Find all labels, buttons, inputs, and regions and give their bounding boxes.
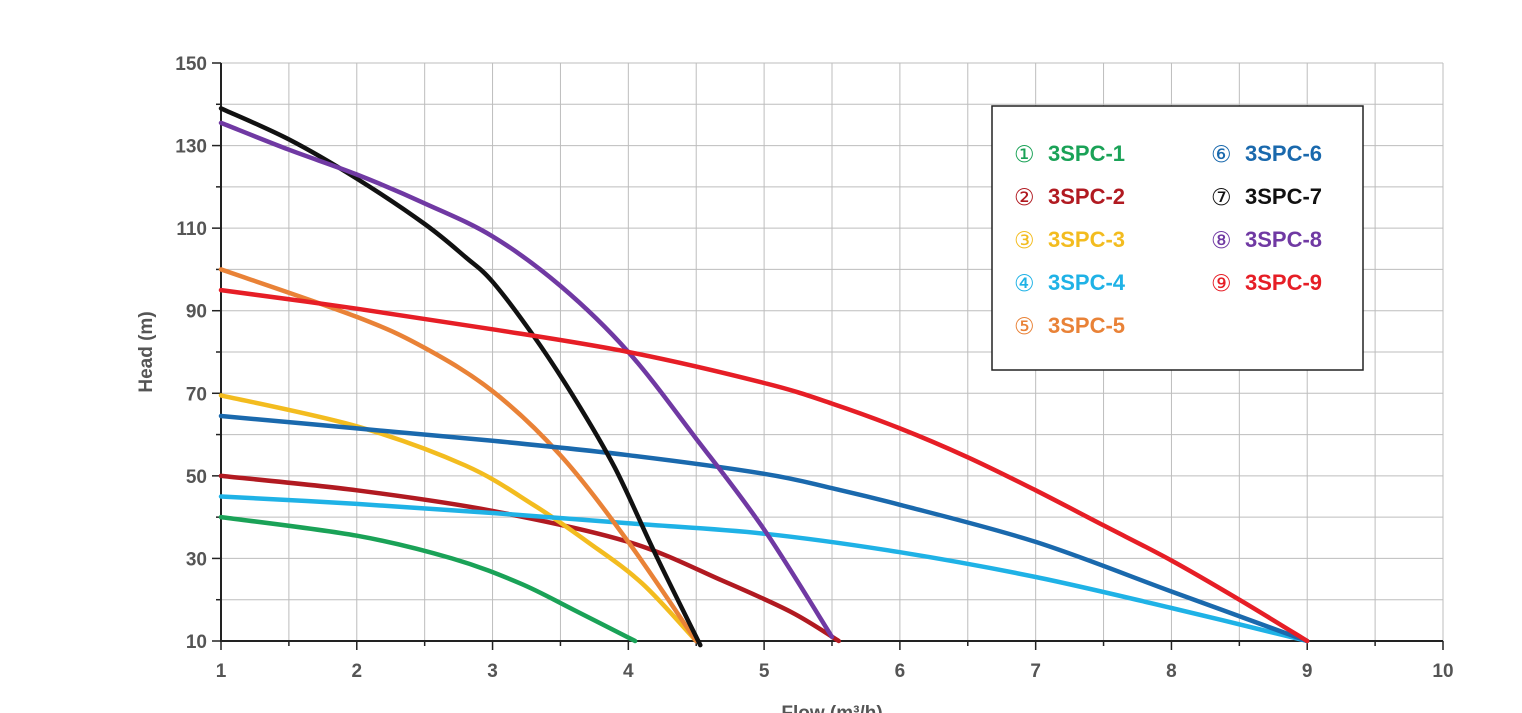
x-axis-title: Flow (m³/h) [781,703,882,713]
legend-marker-3spc-3: ③ [1014,228,1035,254]
legend-marker-3spc-6: ⑥ [1211,142,1232,168]
legend-label-3spc-6: 3SPC-6 [1245,141,1322,166]
legend: ① 3SPC-1 ② 3SPC-2 ③ 3SPC-3 ④ 3SPC-4 ⑤ 3SPC-5 ⑥ 3SPC… [991,105,1364,371]
legend-label-3spc-8: 3SPC-8 [1245,227,1322,252]
x-tick-label: 8 [1166,661,1177,682]
x-tick-label: 5 [759,661,770,682]
series-line-3spc-2 [218,473,842,644]
legend-marker-3spc-4: ④ [1014,271,1035,297]
legend-marker-3spc-9: ⑨ [1211,271,1232,297]
series-line-3spc-9 [218,287,1310,644]
series-line-3spc-4 [218,494,1310,644]
y-tick-label: 50 [186,467,207,488]
x-tick-label: 1 [216,661,227,682]
legend-box [991,105,1364,371]
x-tick-label: 10 [1432,661,1453,682]
x-tick-label: 2 [351,661,362,682]
x-tick-label: 9 [1302,661,1313,682]
y-tick-label: 110 [176,219,207,240]
series-line-3spc-8 [218,120,835,640]
x-tick-label: 6 [895,661,906,682]
series-line-3spc-3 [218,393,699,644]
legend-marker-3spc-7: ⑦ [1211,185,1232,211]
y-tick-label: 30 [186,549,207,570]
legend-marker-3spc-8: ⑧ [1211,228,1232,254]
legend-label-3spc-7: 3SPC-7 [1245,184,1322,209]
legend-label-3spc-2: 3SPC-2 [1048,184,1125,209]
legend-marker-3spc-2: ② [1014,185,1035,211]
x-tick-label: 3 [487,661,498,682]
x-tick-label: 7 [1030,661,1041,682]
series-lines [218,106,1310,648]
legend-marker-3spc-1: ① [1014,142,1035,168]
legend-marker-3spc-5: ⑤ [1014,314,1035,340]
legend-label-3spc-9: 3SPC-9 [1245,270,1322,295]
y-tick-label: 150 [175,54,207,75]
y-tick-label: 130 [175,137,207,158]
legend-label-3spc-5: 3SPC-5 [1048,313,1125,338]
series-line-3spc-1 [218,514,638,644]
legend-label-3spc-3: 3SPC-3 [1048,227,1125,252]
y-tick-label: 90 [186,302,207,323]
x-tick-label: 4 [623,661,634,682]
series-line-3spc-6 [218,413,1310,644]
y-tick-label: 10 [186,632,207,653]
axes: 1 2 3 4 5 6 7 8 9 10 10 30 50 70 90 110 130 150 Flow (m³/h… [136,54,1454,713]
series-line-3spc-5 [218,267,699,644]
legend-label-3spc-4: 3SPC-4 [1048,270,1126,295]
y-axis-title: Head (m) [136,311,157,392]
legend-label-3spc-1: 3SPC-1 [1048,141,1125,166]
y-tick-label: 70 [186,384,207,405]
